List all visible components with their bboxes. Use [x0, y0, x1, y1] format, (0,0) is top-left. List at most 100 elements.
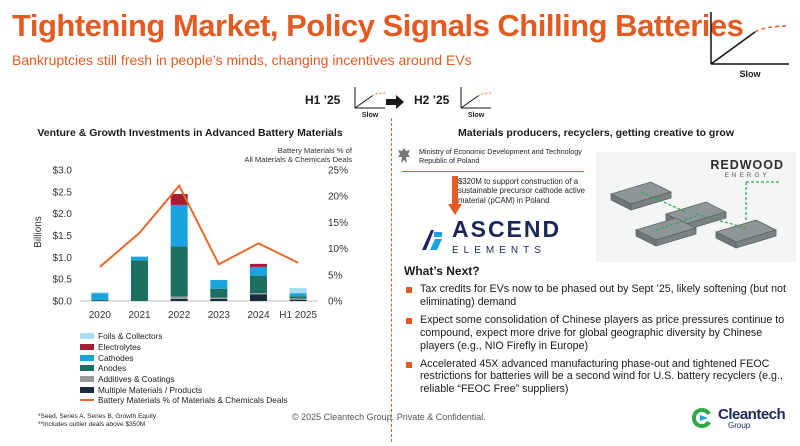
section-divider — [391, 118, 392, 442]
ministry-line-2: Republic of Poland — [419, 156, 480, 165]
period-from: H1 ’25 — [305, 93, 341, 107]
y2-tick-label: 25% — [328, 166, 348, 177]
bar-segment — [210, 297, 228, 299]
bar-segment — [289, 299, 307, 301]
ascend-mark-icon — [422, 230, 442, 250]
legend-label: Additives & Coatings — [98, 374, 175, 385]
bar-segment — [131, 256, 148, 257]
x-tick-label: H1 2025 — [279, 310, 317, 321]
ascend-name: ASCEND — [452, 216, 562, 242]
legend-item: Foils & Collectors — [80, 331, 288, 342]
chart-title: Venture & Growth Investments in Advanced… — [37, 127, 343, 139]
legend-item: Additives & Coatings — [80, 374, 288, 385]
list-item: Tax credits for EVs now to be phased out… — [404, 283, 796, 309]
legend-item: Cathodes — [80, 352, 288, 363]
redwood-name: REDWOOD — [710, 158, 784, 172]
y-axis-label: Billions — [33, 216, 44, 248]
ministry-line-1: Ministry of Economic Development and Tec… — [419, 147, 582, 156]
legend-swatch — [80, 386, 94, 393]
ascend-elements-logo: ASCEND ELEMENTS — [420, 218, 561, 262]
legend-label: Anodes — [98, 363, 127, 374]
trend-from-icon — [354, 87, 386, 109]
legend-swatch — [80, 376, 94, 383]
y2-axis-label-line2: All Materials & Chemicals Deals — [244, 155, 352, 164]
y2-tick-label: 5% — [328, 270, 343, 281]
bar-segment — [170, 298, 188, 301]
bar-segment — [250, 294, 267, 301]
y-tick-label: $0.0 — [53, 297, 73, 308]
bar-segment — [170, 204, 188, 247]
redwood-sub: ENERGY — [724, 172, 770, 179]
bar-segment — [91, 299, 109, 301]
list-item: Expect some consolidation of Chinese pla… — [404, 314, 796, 353]
whats-next-list: Tax credits for EVs now to be phased out… — [404, 283, 796, 401]
bar-segment — [170, 194, 188, 205]
right-panel-title: Materials producers, recyclers, getting … — [457, 127, 734, 139]
deal-divider — [402, 171, 584, 172]
legend-item: Electrolytes — [80, 342, 288, 353]
page-subtitle: Bankruptcies still fresh in people’s min… — [12, 52, 472, 68]
down-arrow-icon — [448, 176, 462, 215]
y-tick-label: $1.5 — [53, 231, 73, 242]
bar-segment — [289, 298, 307, 300]
bar-segment — [91, 293, 109, 300]
legend-label: Foils & Collectors — [98, 331, 163, 342]
cleantech-name: Cleantech — [718, 406, 786, 423]
list-item: Accelerated 45X advanced manufacturing p… — [404, 358, 796, 397]
legend-label: Battery Materials % of Materials & Chemi… — [98, 395, 288, 406]
x-tick-label: 2022 — [168, 310, 191, 321]
deal-share-line — [99, 183, 299, 268]
bar-segment — [250, 266, 267, 276]
bar-segment — [210, 280, 228, 289]
x-tick-label: 2023 — [208, 310, 231, 321]
bar-segment — [131, 256, 148, 261]
bar-segment — [289, 287, 307, 294]
bar-segment — [210, 288, 228, 298]
whats-next-title: What’s Next? — [404, 264, 480, 278]
bar-segment — [289, 293, 307, 297]
trend-to-label: Slow — [467, 112, 485, 119]
trend-label: Slow — [739, 69, 761, 79]
trend-chart-icon — [710, 12, 790, 65]
period-to: H2 ’25 — [414, 93, 450, 107]
bar-segment — [170, 246, 188, 297]
chart-legend: Foils & Collectors Electrolytes Cathodes An… — [80, 331, 288, 406]
y2-axis-label-line1: Battery Materials % of — [278, 146, 353, 155]
x-tick-label: 2024 — [247, 310, 270, 321]
legend-item: Battery Materials % of Materials & Chemi… — [80, 395, 288, 406]
y-tick-label: $1.0 — [53, 253, 73, 264]
bar-segment — [210, 298, 228, 301]
bar-segment — [250, 263, 267, 267]
ministry-logo: Ministry of Economic Development and Tec… — [397, 147, 582, 165]
bar-segment — [91, 292, 109, 294]
footnote-1: *Seed, Series A, Series B, Growth Equity — [38, 413, 157, 420]
bar-segment — [250, 293, 267, 295]
arrow-right-icon — [386, 95, 404, 109]
legend-item: Multiple Materials / Products — [80, 384, 288, 395]
legend-label: Electrolytes — [98, 342, 141, 353]
x-tick-label: 2021 — [128, 310, 151, 321]
ascend-sub: ELEMENTS — [452, 245, 546, 256]
y-tick-label: $2.0 — [53, 209, 73, 220]
y2-tick-label: 10% — [328, 244, 348, 255]
x-tick-label: 2020 — [89, 310, 112, 321]
legend-swatch — [80, 399, 94, 402]
footnote-2: **Includes outlier deals above $350M — [38, 421, 146, 428]
y-tick-label: $2.5 — [53, 187, 73, 198]
y2-axis-label: Battery Materials % of All Materials & C… — [244, 146, 353, 164]
poland-eagle-icon — [398, 148, 410, 163]
trend-from-label: Slow — [361, 112, 379, 119]
y-tick-label: $3.0 — [53, 166, 73, 177]
cleantech-group: Group — [728, 421, 751, 430]
investment-chart: Battery Materials % of All Materials & C… — [33, 146, 353, 321]
legend-label: Cathodes — [98, 352, 134, 363]
y2-tick-label: 0% — [328, 297, 343, 308]
battery-pack-illustration — [609, 181, 781, 249]
bar-segment — [250, 275, 267, 294]
y2-tick-label: 15% — [328, 218, 348, 229]
legend-swatch — [80, 344, 94, 351]
y-tick-label: $0.5 — [53, 275, 73, 286]
cleantech-mark-icon — [692, 408, 711, 428]
legend-swatch — [80, 333, 94, 340]
legend-item: Anodes — [80, 363, 288, 374]
